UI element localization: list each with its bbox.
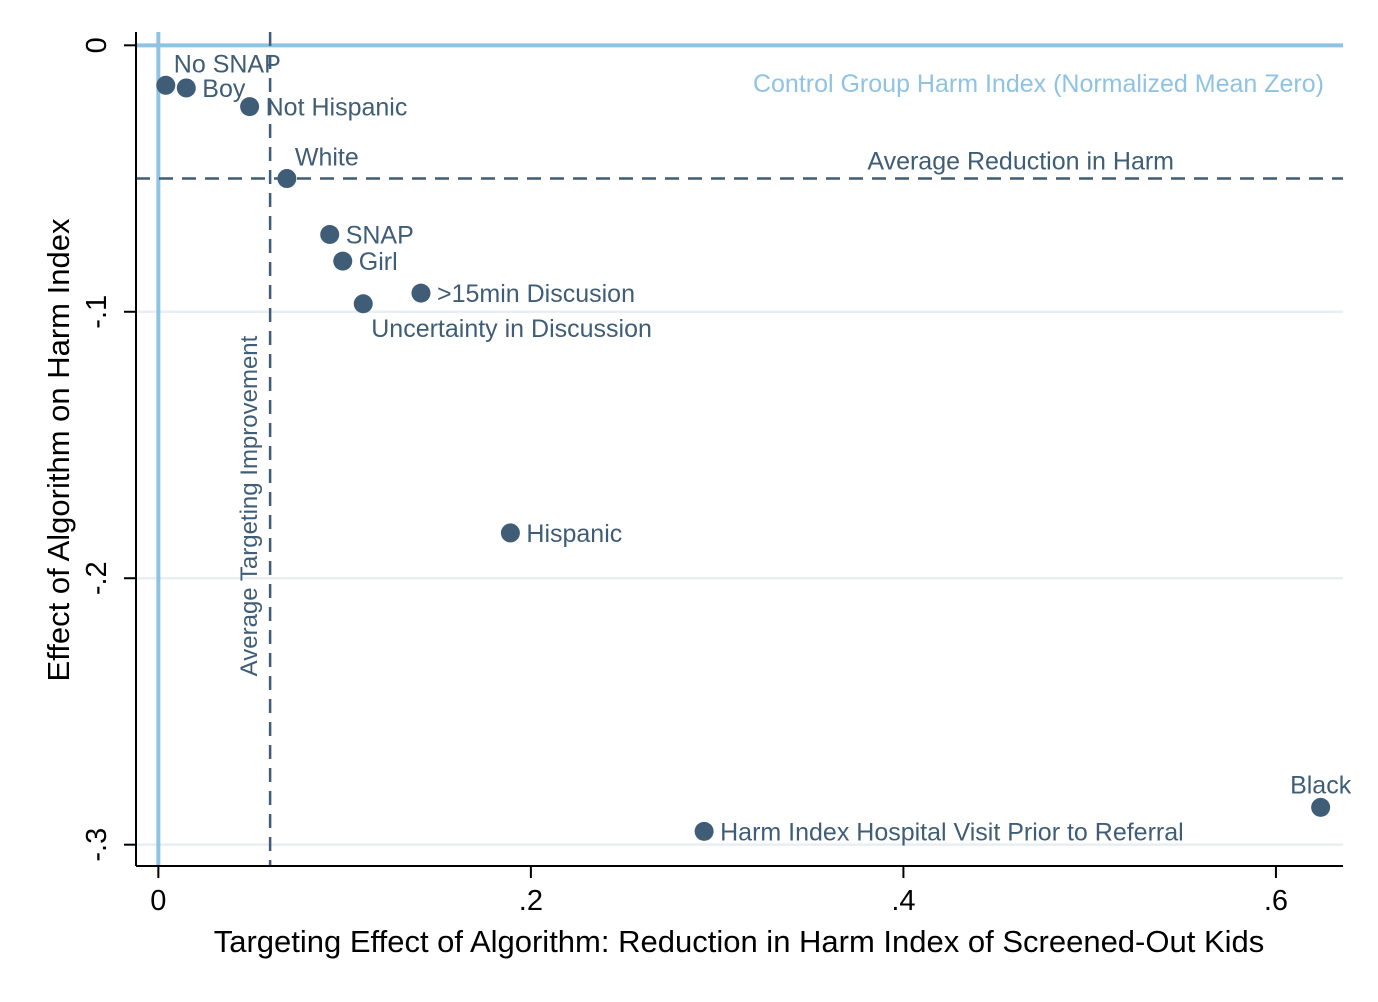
grid-lines (136, 310, 1343, 846)
x-tick-label: .4 (891, 885, 915, 917)
data-point-label: Harm Index Hospital Visit Prior to Refer… (720, 818, 1184, 846)
data-point-label: Boy (202, 75, 246, 103)
average-reduction-label: Average Reduction in Harm (867, 148, 1174, 176)
data-point (1311, 797, 1331, 817)
y-axis-label: Effect of Algorithm on Harm Index (41, 218, 76, 681)
y-tick-label: -.3 (81, 828, 113, 862)
data-point (353, 294, 373, 314)
data-point (411, 283, 431, 303)
data-point-label: No SNAP (174, 50, 281, 78)
x-axis-label: Targeting Effect of Algorithm: Reduction… (214, 924, 1265, 959)
x-tick-label: .2 (519, 885, 543, 917)
y-tick-label: 0 (81, 37, 113, 53)
data-point (240, 97, 260, 117)
data-point-label: Uncertainty in Discussion (371, 315, 652, 343)
data-point (320, 225, 340, 245)
data-point-label: >15min Discusion (437, 280, 635, 308)
data-point (500, 523, 520, 543)
control-zero-label: Control Group Harm Index (Normalized Mea… (753, 70, 1324, 98)
average-targeting-label: Average Targeting Improvement (236, 335, 263, 676)
data-point (694, 821, 714, 841)
data-point (176, 78, 196, 98)
x-tick-label: .6 (1264, 885, 1288, 917)
data-point-label: Hispanic (526, 520, 622, 548)
axes: Targeting Effect of Algorithm: Reduction… (41, 32, 1343, 959)
reference-lines: Control Group Harm Index (Normalized Mea… (136, 32, 1343, 866)
data-point-label: Black (1290, 771, 1352, 799)
y-tick-label: -.2 (81, 561, 113, 595)
data-point (277, 169, 297, 189)
data-point (333, 251, 353, 271)
data-point-label: Girl (359, 248, 398, 276)
data-point (156, 75, 176, 95)
x-tick-label: 0 (150, 885, 166, 917)
data-point-label: Not Hispanic (266, 94, 408, 122)
y-tick-label: -.1 (81, 295, 113, 329)
data-point-label: SNAP (346, 222, 414, 250)
data-point-label: White (295, 144, 359, 172)
